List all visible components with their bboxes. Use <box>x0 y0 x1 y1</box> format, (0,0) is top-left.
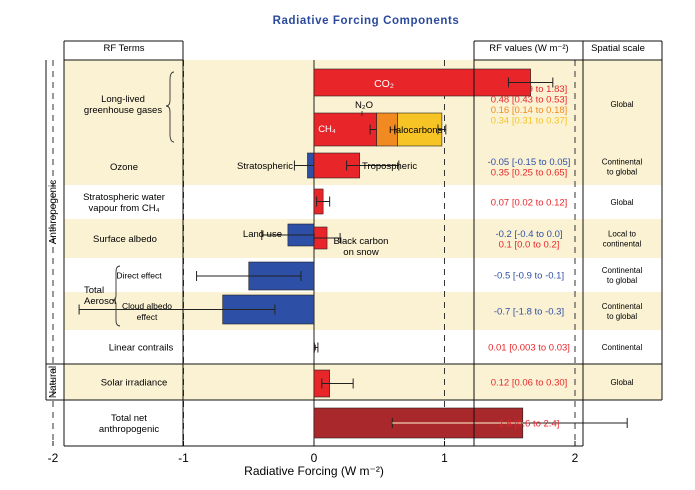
row-label: anthropogenic <box>99 424 159 435</box>
table-frame <box>45 40 663 447</box>
row-label: Stratospheric water <box>83 192 165 203</box>
x-axis-label: Radiative Forcing (W m⁻²) <box>244 464 384 478</box>
x-tick-label: -1 <box>178 451 189 465</box>
spatial-scale: Local to <box>608 230 637 239</box>
bar-label: Halocarbons <box>389 125 443 136</box>
x-tick-label: -2 <box>48 451 59 465</box>
bar-label: CO₂ <box>374 78 394 90</box>
row-label: effect <box>137 312 158 322</box>
rf-value: 0.48 [0.43 to 0.53] <box>491 94 568 105</box>
bar-label: N₂O <box>355 100 373 111</box>
spatial-scale: Global <box>610 378 633 387</box>
x-tick-label: 0 <box>311 451 318 465</box>
col-header-values: RF values (W m⁻²) <box>489 43 568 54</box>
row-label: Direct effect <box>116 271 162 281</box>
spatial-scale: to global <box>607 312 637 321</box>
spatial-scale: Global <box>610 100 633 109</box>
row-band <box>64 219 662 258</box>
col-header-scale: Spatial scale <box>591 43 645 54</box>
row-label: vapour from CH₄ <box>89 203 160 214</box>
row-label: Total net <box>111 413 147 424</box>
aerosol-group-label: Aerosol <box>84 296 116 307</box>
bar <box>313 68 531 97</box>
row-band <box>64 148 662 185</box>
bar-label: CH₄ <box>318 124 336 135</box>
bar-label: Stratospheric <box>237 161 293 172</box>
bar <box>397 112 443 147</box>
rf-value: 0.1 [0.0 to 0.2] <box>499 239 560 250</box>
rf-value: 0.16 [0.14 to 0.18] <box>491 105 568 116</box>
rf-value: 0.35 [0.25 to 0.65] <box>491 167 568 178</box>
rf-value: 0.01 [0.003 to 0.03] <box>488 343 570 354</box>
col-header-terms: RF Terms <box>104 43 145 54</box>
rf-value: -0.7 [-1.8 to -0.3] <box>494 307 564 318</box>
spatial-scale: continental <box>603 240 642 249</box>
x-tick-label: 2 <box>572 451 579 465</box>
row-label: Linear contrails <box>109 343 174 354</box>
x-axis: -2 -1 0 1 2 <box>48 441 579 465</box>
ghg-brace <box>165 71 175 143</box>
bar <box>313 112 377 147</box>
row-label: greenhouse gases <box>84 105 162 116</box>
bar-label: Land use <box>243 229 282 240</box>
bar-marks: CO₂ CH₄ N₂O Halocarbons Stratospheric Troposp… <box>78 68 628 439</box>
spatial-scale: Continental <box>602 158 643 167</box>
bar-label: on snow <box>343 247 379 258</box>
rf-value: 1.66 [1.49 to 1.83] <box>491 84 568 95</box>
rf-value: -0.2 [-0.4 to 0.0] <box>495 229 562 240</box>
group-label-anthropogenic: Anthropogenic <box>48 180 59 245</box>
chart-title: Radiative Forcing Components <box>273 15 460 27</box>
spatial-scale: Continental <box>602 302 643 311</box>
row-label: Surface albedo <box>93 234 157 245</box>
rf-value: -0.05 [-0.15 to 0.05] <box>488 157 571 168</box>
x-tick-label: 1 <box>441 451 448 465</box>
spatial-scale: to global <box>607 168 637 177</box>
spatial-scale: Global <box>610 198 633 207</box>
bar-label: Black carbon <box>334 236 389 247</box>
row-label: Long-lived <box>101 94 145 105</box>
rf-value: 0.34 [0.31 to 0.37] <box>491 115 568 126</box>
row-band <box>64 292 662 330</box>
spatial-scale: Continental <box>602 266 643 275</box>
aerosol-group-label: Total <box>84 285 104 296</box>
row-label: Ozone <box>110 162 138 173</box>
rf-value: 0.07 [0.02 to 0.12] <box>491 198 568 209</box>
bar-label: Tropospheric <box>362 161 417 172</box>
aerosol-brace <box>111 265 121 327</box>
rf-value: 1.6 [0.6 to 2.4] <box>499 419 560 430</box>
row-label: Cloud albedo <box>122 301 172 311</box>
row-band <box>64 364 662 400</box>
group-label-natural: Natural <box>48 366 59 398</box>
rf-value: 0.12 [0.06 to 0.30] <box>491 378 568 389</box>
spatial-scale: Continental <box>602 343 643 352</box>
rf-value: -0.5 [-0.9 to -0.1] <box>494 271 564 282</box>
spatial-scale: to global <box>607 276 637 285</box>
row-label: Solar irradiance <box>101 378 168 389</box>
